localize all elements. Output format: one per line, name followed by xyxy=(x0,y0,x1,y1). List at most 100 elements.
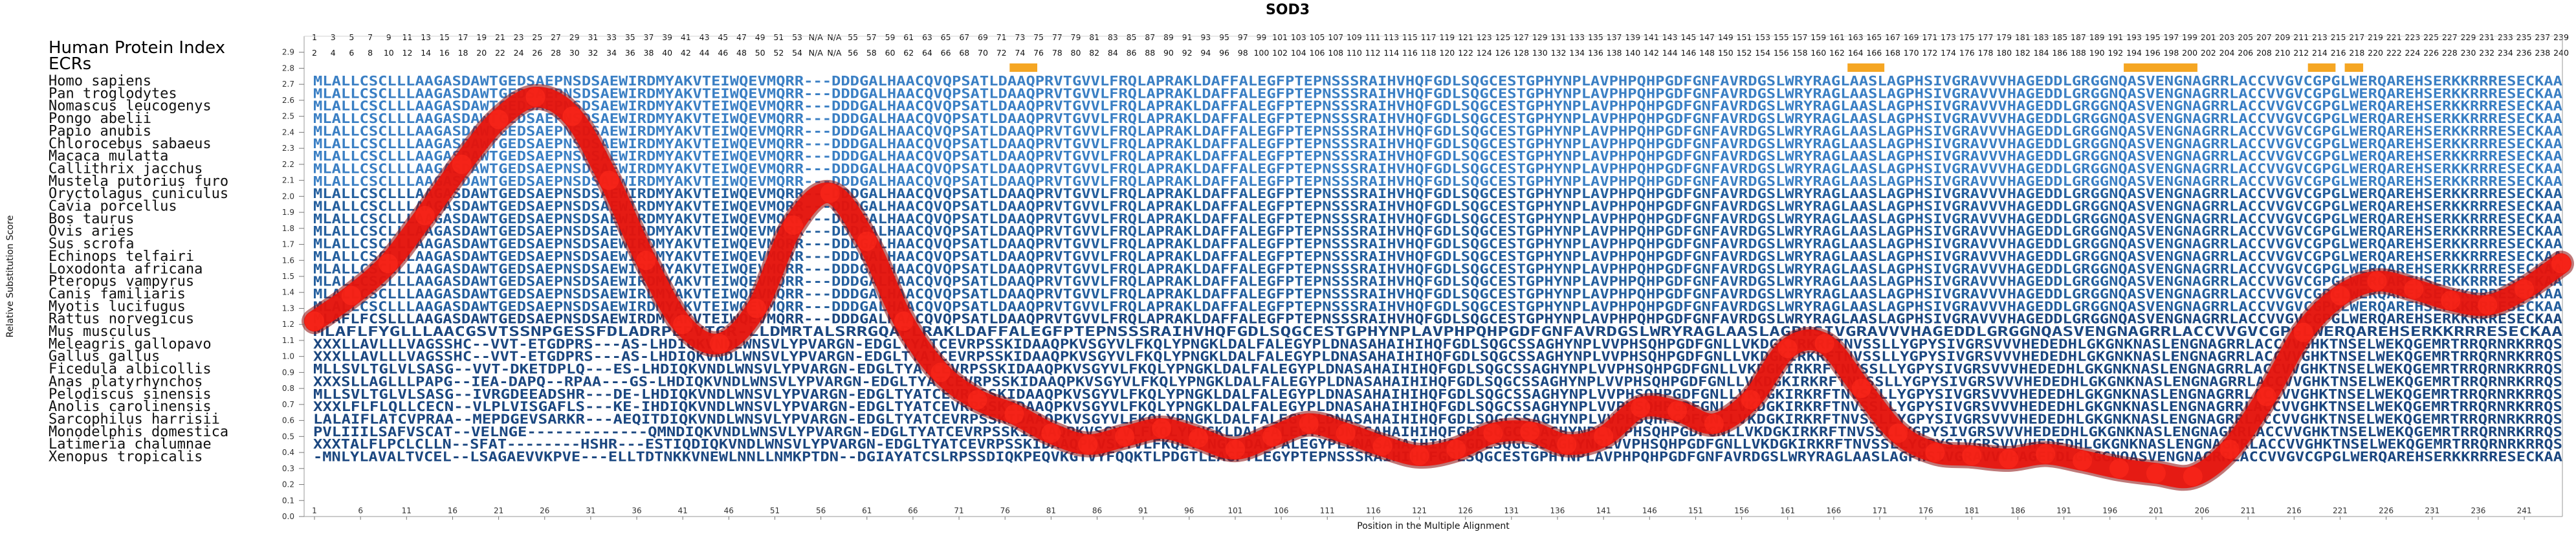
species-label: Canis familiaris xyxy=(49,286,186,302)
human-index-even: 108 xyxy=(1328,48,1343,58)
human-index-even: 86 xyxy=(1127,48,1137,58)
y-tick-label: 0.7 xyxy=(282,400,294,409)
y-tick-label: 2.4 xyxy=(282,128,294,137)
species-label: Echinops telfairi xyxy=(49,249,194,265)
y-tick-label: 1.2 xyxy=(282,320,294,329)
x-tick-label: 51 xyxy=(770,506,780,515)
curve-point xyxy=(1004,404,1024,424)
curve-point xyxy=(2367,271,2387,291)
human-index-odd: 157 xyxy=(1792,32,1808,42)
human-index-odd: 77 xyxy=(1052,32,1062,42)
curve-point xyxy=(747,298,767,318)
x-tick-label: 66 xyxy=(908,506,918,515)
x-tick-label: 61 xyxy=(862,506,872,515)
curve-point xyxy=(1778,339,1798,359)
human-index-even: 32 xyxy=(588,48,598,58)
human-index-odd: 201 xyxy=(2201,32,2216,42)
species-label: Anolis carolinensis xyxy=(49,399,212,415)
human-index-even: 220 xyxy=(2368,48,2383,58)
y-tick-label: 1.9 xyxy=(282,208,294,217)
human-index-odd: 35 xyxy=(625,32,635,42)
species-label: Sarcophilus harrisii xyxy=(49,411,220,427)
human-index-even: 200 xyxy=(2182,48,2197,58)
human-index-even: 70 xyxy=(978,48,988,58)
human-index-even: 134 xyxy=(1569,48,1585,58)
curve-point xyxy=(1814,333,1834,353)
x-tick-label: 41 xyxy=(678,506,688,515)
human-index-even: 94 xyxy=(1200,48,1211,58)
human-index-odd: 123 xyxy=(1477,32,1492,42)
human-index-odd: 125 xyxy=(1495,32,1511,42)
human-index-even: 46 xyxy=(718,48,728,58)
human-index-even: 160 xyxy=(1811,48,1826,58)
human-index-odd: 209 xyxy=(2275,32,2291,42)
curve-point xyxy=(525,87,545,107)
human-index-even: 240 xyxy=(2553,48,2569,58)
curve-point xyxy=(1409,446,1429,466)
human-index-even: N/A xyxy=(809,48,824,58)
y-tick-label: 1.8 xyxy=(282,224,294,233)
ecr-bars xyxy=(1009,63,2364,72)
curve-point xyxy=(1999,449,2019,469)
human-index-even: 188 xyxy=(2071,48,2086,58)
human-index-odd: 79 xyxy=(1071,32,1081,42)
human-index-even: 126 xyxy=(1495,48,1511,58)
human-index-even: 106 xyxy=(1310,48,1325,58)
human-index-even: 92 xyxy=(1182,48,1193,58)
curve-point xyxy=(1372,436,1393,456)
human-index-odd: 213 xyxy=(2312,32,2328,42)
human-index-even: 26 xyxy=(532,48,542,58)
human-index-even: 78 xyxy=(1052,48,1062,58)
y-tick-label: 0.6 xyxy=(282,416,294,425)
x-tick-label: 176 xyxy=(1919,506,1933,515)
human-index-odd: 5 xyxy=(349,32,354,42)
human-index-even: 176 xyxy=(1959,48,1975,58)
human-index-even: 166 xyxy=(1866,48,1882,58)
human-index-even: 144 xyxy=(1662,48,1678,58)
x-axis-label: Position in the Multiple Alignment xyxy=(1357,521,1510,531)
species-label: Ficedula albicollis xyxy=(49,361,212,377)
human-index-even: 164 xyxy=(1848,48,1864,58)
human-index-odd: 111 xyxy=(1365,32,1381,42)
human-index-odd: 13 xyxy=(421,32,431,42)
human-index-even: 158 xyxy=(1792,48,1808,58)
human-index-even: 16 xyxy=(439,48,450,58)
x-tick-label: 191 xyxy=(2056,506,2071,515)
x-tick-label: 71 xyxy=(954,506,963,515)
curve-point xyxy=(562,106,582,126)
human-index-odd: 105 xyxy=(1310,32,1325,42)
curve-point xyxy=(2293,322,2313,342)
curve-point xyxy=(1741,390,1761,410)
human-index-odd: 187 xyxy=(2071,32,2086,42)
human-index-odd: 115 xyxy=(1402,32,1418,42)
curve-point xyxy=(452,154,472,174)
curve-point xyxy=(1704,414,1724,434)
curve-point xyxy=(710,333,730,353)
curve-point xyxy=(2330,285,2350,306)
human-index-odd: 119 xyxy=(1439,32,1455,42)
y-axis: 0.0 0.1 0.2 0.3 0.4 0.5 0.6 0.7 0.8 0.9 1.0 1.1 1.2 1… xyxy=(282,48,304,521)
curve-point xyxy=(1925,443,1945,463)
human-index-odd: 97 xyxy=(1238,32,1248,42)
y-tick-label: 2.3 xyxy=(282,144,294,153)
human-index-odd: 67 xyxy=(959,32,969,42)
species-label: Ovis aries xyxy=(49,223,134,239)
curve-point xyxy=(2146,463,2166,484)
curve-point xyxy=(2551,254,2571,274)
human-index-even: 212 xyxy=(2293,48,2309,58)
curve-point xyxy=(1446,439,1466,460)
human-index-even: 74 xyxy=(1015,48,1025,58)
human-index-odd: 127 xyxy=(1514,32,1529,42)
human-index-even: 24 xyxy=(514,48,524,58)
x-tick-label: 161 xyxy=(1780,506,1795,515)
x-tick-label: 91 xyxy=(1138,506,1148,515)
human-index-odd: 89 xyxy=(1163,32,1174,42)
alignment-sequence: MLLSVLTGLVLSASG--IVRGDEEADSHR---DE-LHDIQ… xyxy=(313,386,2562,402)
human-index-odd: 237 xyxy=(2535,32,2550,42)
x-tick-label: 86 xyxy=(1092,506,1102,515)
alignment-sequence: XXXSLLAGLLLPAPG--IEA-DAPQ--RPAA---GS-LHD… xyxy=(313,373,2562,389)
alignment-sequence: XXXLFLFLQLLCECN--VLPLVISGAFLS---KE-IHDIQ… xyxy=(313,399,2562,414)
human-index-even: 52 xyxy=(773,48,784,58)
human-index-even: 194 xyxy=(2126,48,2142,58)
human-index-odd: 109 xyxy=(1347,32,1362,42)
